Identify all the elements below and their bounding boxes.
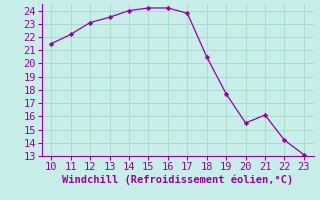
X-axis label: Windchill (Refroidissement éolien,°C): Windchill (Refroidissement éolien,°C) <box>62 174 293 185</box>
